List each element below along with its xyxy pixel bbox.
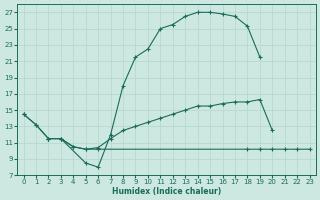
X-axis label: Humidex (Indice chaleur): Humidex (Indice chaleur) [112, 187, 221, 196]
